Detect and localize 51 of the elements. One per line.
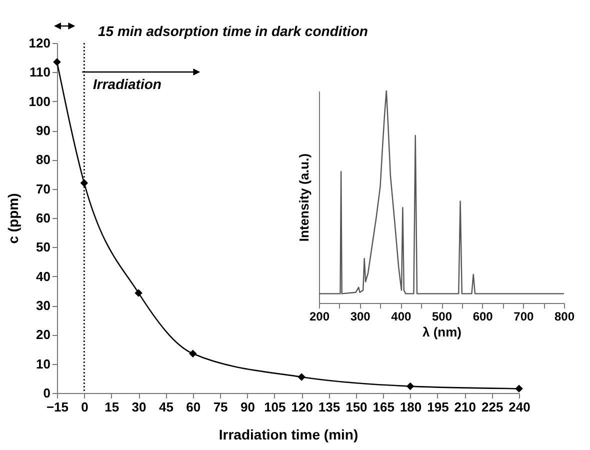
x-tick-label: 400 bbox=[391, 310, 412, 324]
x-tick-label: 75 bbox=[213, 400, 228, 414]
x-tick-label: 30 bbox=[132, 400, 146, 414]
point bbox=[134, 289, 142, 297]
y-tick-label: 50 bbox=[36, 240, 50, 255]
x-tick-label: 240 bbox=[508, 400, 530, 414]
annotation: Irradiation bbox=[93, 76, 162, 92]
y-tick-label: 100 bbox=[28, 94, 50, 109]
x-tick-label: 165 bbox=[372, 400, 394, 414]
point bbox=[80, 179, 88, 187]
x-tick-label: 90 bbox=[240, 400, 255, 414]
y-tick-label: 20 bbox=[36, 327, 50, 342]
x-tick-label: 800 bbox=[554, 310, 575, 324]
x-tick-label: −15 bbox=[46, 400, 69, 414]
x-tick-label: 500 bbox=[432, 310, 452, 324]
x-axis-title: λ (nm) bbox=[422, 324, 462, 340]
y-tick-label: 70 bbox=[36, 181, 50, 196]
y-tick-label: 110 bbox=[30, 64, 50, 80]
x-tick-label: 200 bbox=[309, 310, 330, 324]
x-tick-label: 135 bbox=[318, 400, 340, 414]
x-tick-label: 700 bbox=[514, 310, 534, 324]
x-tick-label: 195 bbox=[427, 400, 449, 414]
x-tick-label: 210 bbox=[454, 400, 476, 414]
y-tick-label: 0 bbox=[43, 386, 50, 400]
x-tick-label: 600 bbox=[472, 310, 494, 324]
point bbox=[298, 373, 306, 381]
y-tick-label: 90 bbox=[36, 123, 50, 138]
text: 15 min adsorption time in dark condition bbox=[98, 23, 368, 39]
y-tick-label: 80 bbox=[36, 152, 50, 168]
x-tick-label: 60 bbox=[186, 400, 201, 414]
x-tick-label: 15 bbox=[104, 400, 120, 414]
x-tick-label: 45 bbox=[158, 400, 174, 414]
x-tick-label: 225 bbox=[481, 400, 504, 414]
y-tick-label: 30 bbox=[36, 298, 50, 313]
x-axis-title: Irradiation time (min) bbox=[218, 426, 358, 442]
x-tick-label: 0 bbox=[81, 400, 88, 414]
x-tick-label: 180 bbox=[400, 400, 422, 414]
y-axis-title: c (ppm) bbox=[4, 193, 21, 244]
y-tick-label: 60 bbox=[36, 210, 50, 226]
point bbox=[515, 384, 523, 392]
x-tick-label: 105 bbox=[264, 400, 286, 414]
y-tick-label: 40 bbox=[36, 268, 50, 284]
x-tick-label: 120 bbox=[291, 400, 313, 414]
point bbox=[189, 350, 197, 358]
point bbox=[53, 58, 61, 66]
y-axis-title: Intensity (a.u.) bbox=[296, 153, 312, 242]
point bbox=[406, 382, 414, 390]
x-tick-label: 300 bbox=[350, 310, 371, 324]
y-tick-label: 10 bbox=[36, 356, 50, 372]
y-tick-label: 120 bbox=[28, 36, 50, 50]
x-tick-label: 150 bbox=[346, 400, 368, 414]
